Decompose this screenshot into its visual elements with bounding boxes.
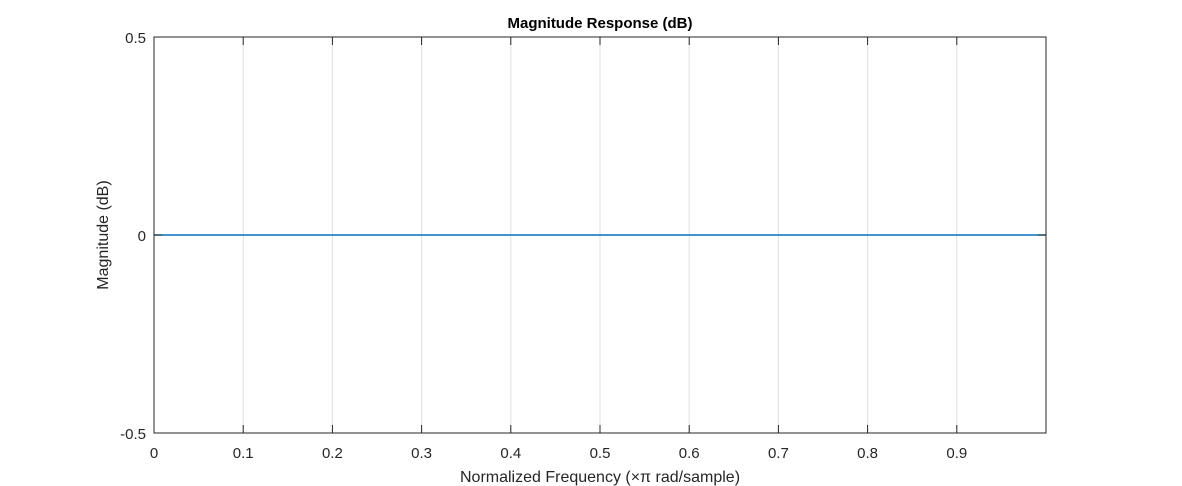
tick-marks [153,36,1046,434]
y-tick-label: -0.5 [120,426,146,443]
y-tick-label: 0.5 [125,30,146,47]
x-tick-label: 0.1 [233,445,254,462]
x-tick-label: 0.3 [411,445,432,462]
chart-title: Magnitude Response (dB) [507,15,692,32]
x-tick-label: 0.8 [857,445,878,462]
y-axis-label: Magnitude (dB) [95,180,112,289]
y-tick-label: 0 [138,228,146,245]
x-tick-label: 0.2 [322,445,343,462]
x-tick-labels: 0 0.1 0.2 0.3 0.4 0.5 0.6 0.7 0.8 0.9 [150,445,967,462]
x-tick-label: 0.7 [768,445,789,462]
x-tick-label: 0.5 [590,445,611,462]
x-tick-label: 0.9 [946,445,967,462]
x-tick-label: 0.6 [679,445,700,462]
y-tick-labels: -0.5 0 0.5 [120,30,146,443]
x-axis-label: Normalized Frequency (×π rad/sample) [460,469,740,486]
x-tick-label: 0.4 [500,445,521,462]
x-tick-label: 0 [150,445,158,462]
